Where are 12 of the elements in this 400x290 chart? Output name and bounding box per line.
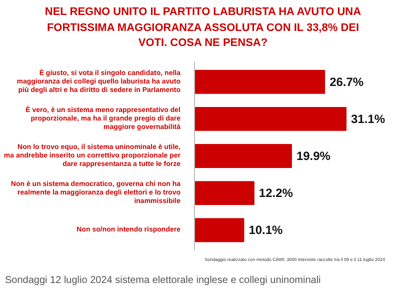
data-label: 26.7% bbox=[330, 74, 364, 89]
data-label: 19.9% bbox=[296, 149, 331, 164]
bar bbox=[194, 144, 292, 168]
data-label: 10.1% bbox=[248, 223, 284, 238]
bar bbox=[194, 70, 326, 94]
data-label: 12.2% bbox=[258, 186, 294, 200]
chart-title: NEL REGNO UNITO IL PARTITO LABURISTA HA AVUTO UNA FORTISSIMA MAGGIORANZA ASSOLUTA CON IL 33,8% DEI VOTI. COSA NE PENSA? bbox=[44, 5, 362, 52]
bar bbox=[194, 218, 244, 242]
bar bbox=[194, 107, 347, 132]
bar bbox=[194, 181, 254, 206]
data-label: 31.1% bbox=[351, 112, 386, 126]
text: Sondaggi 12 luglio 2024 sistema elettorale inglese e collegi uninominali bbox=[5, 274, 321, 288]
